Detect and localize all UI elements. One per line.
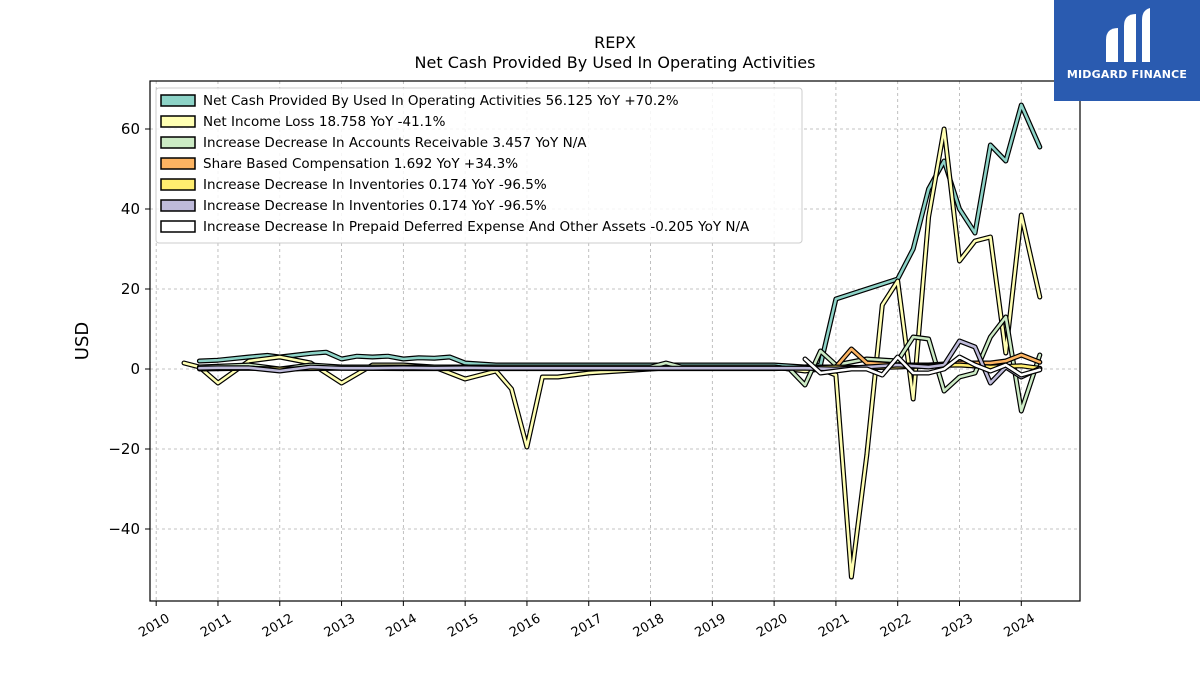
legend-label-3: Share Based Compensation 1.692 YoY +34.3… bbox=[203, 156, 518, 172]
legend-label-5: Increase Decrease In Inventories 0.174 Y… bbox=[203, 198, 547, 214]
legend-label-0: Net Cash Provided By Used In Operating A… bbox=[203, 93, 679, 109]
y-tick-label: −40 bbox=[108, 520, 140, 538]
x-tick-label: 2018 bbox=[631, 611, 667, 641]
legend-label-6: Increase Decrease In Prepaid Deferred Ex… bbox=[203, 219, 750, 235]
x-tick-label: 2014 bbox=[384, 611, 420, 641]
x-tick-label: 2017 bbox=[569, 611, 605, 641]
legend-swatch-5 bbox=[160, 199, 196, 212]
brand-logo: MIDGARD FINANCE bbox=[1054, 0, 1200, 101]
chart-title: REPX bbox=[594, 33, 636, 52]
y-axis-label: USD bbox=[72, 322, 93, 360]
plot-frame bbox=[149, 80, 1081, 602]
x-tick-label: 2019 bbox=[692, 611, 728, 641]
legend: Net Cash Provided By Used In Operating A… bbox=[155, 87, 803, 244]
y-tick-label: 20 bbox=[121, 280, 140, 298]
x-tick-label: 2015 bbox=[445, 611, 481, 641]
y-tick-label: 0 bbox=[130, 360, 140, 378]
x-tick-label: 2024 bbox=[1001, 611, 1037, 641]
legend-box bbox=[155, 87, 803, 244]
legend-label-2: Increase Decrease In Accounts Receivable… bbox=[203, 135, 587, 151]
legend-swatch-3 bbox=[160, 157, 196, 170]
legend-swatch-2 bbox=[160, 136, 196, 149]
legend-swatch-1 bbox=[160, 115, 196, 128]
x-tick-label: 2013 bbox=[322, 611, 358, 641]
legend-swatch-6 bbox=[160, 220, 196, 233]
y-tick-label: 40 bbox=[121, 200, 140, 218]
chart-subtitle: Net Cash Provided By Used In Operating A… bbox=[415, 53, 816, 72]
brand-name: MIDGARD FINANCE bbox=[1066, 68, 1188, 81]
x-tick-label: 2021 bbox=[816, 611, 852, 641]
x-tick-label: 2022 bbox=[878, 611, 914, 641]
x-tick-label: 2023 bbox=[940, 611, 976, 641]
y-tick-label: 60 bbox=[121, 120, 140, 138]
x-tick-label: 2016 bbox=[507, 611, 543, 641]
legend-label-4: Increase Decrease In Inventories 0.174 Y… bbox=[203, 177, 547, 193]
series-line-5 bbox=[198, 339, 1042, 385]
x-tick-label: 2012 bbox=[260, 611, 296, 641]
x-tick-label: 2010 bbox=[136, 611, 172, 641]
legend-swatch-4 bbox=[160, 178, 196, 191]
legend-label-1: Net Income Loss 18.758 YoY -41.1% bbox=[203, 114, 446, 130]
x-tick-label: 2020 bbox=[754, 611, 790, 641]
y-tick-label: −20 bbox=[108, 440, 140, 458]
series-lines bbox=[181, 102, 1043, 580]
brand-mark-icon bbox=[1106, 8, 1150, 62]
x-tick-label: 2011 bbox=[198, 611, 234, 641]
series-line-6 bbox=[803, 355, 1042, 377]
legend-swatch-0 bbox=[160, 94, 196, 107]
